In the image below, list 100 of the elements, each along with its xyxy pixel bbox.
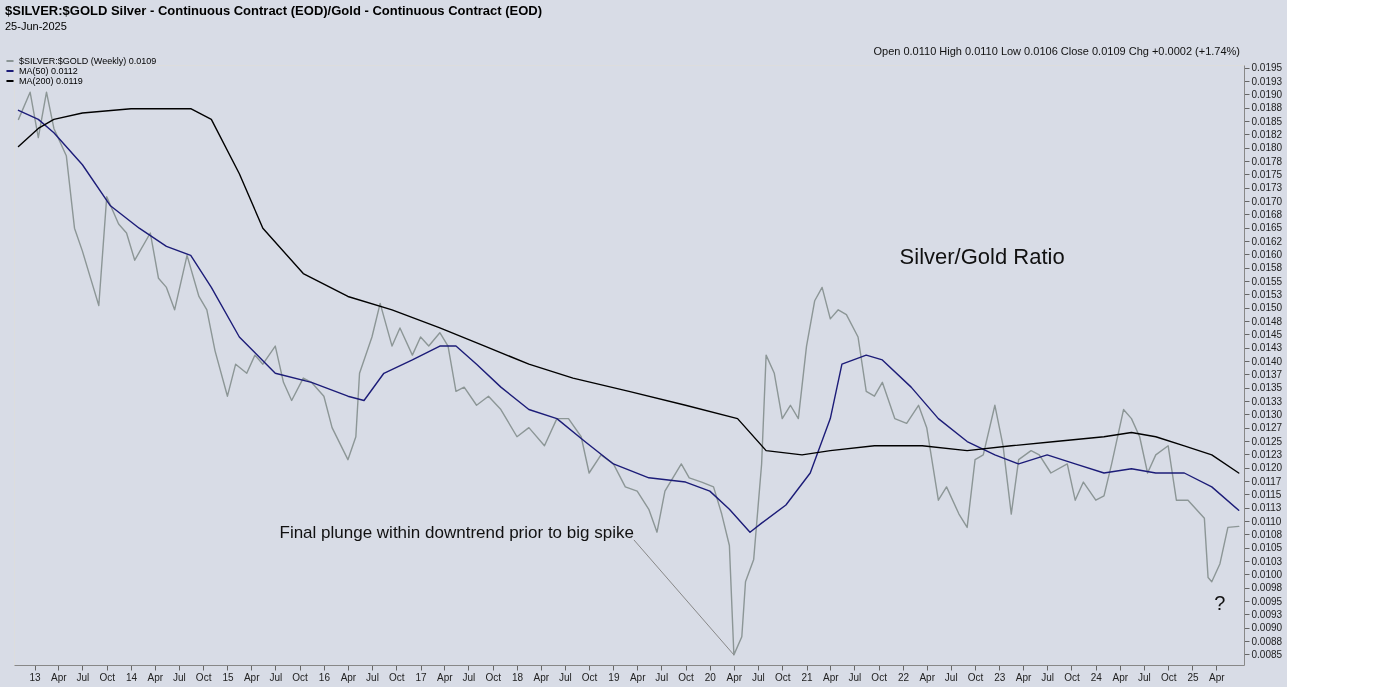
y-tick-label: 0.0125 <box>1251 435 1283 447</box>
y-tick-label: 0.0195 <box>1251 62 1283 74</box>
legend-label: MA(200) 0.0119 <box>19 76 83 86</box>
y-tick-label: 0.0188 <box>1251 102 1283 114</box>
annotation: ? <box>1214 591 1226 614</box>
x-tick-label: Oct <box>1160 671 1177 683</box>
x-tick-label: 19 <box>608 671 620 683</box>
x-tick-label: Jul <box>366 671 379 683</box>
text: Open 0.0110 High 0.0110 Low 0.0106 Close 0.0109 Chg +0.0002 (+1.74%) <box>873 45 1240 57</box>
y-tick-label: 0.0098 <box>1251 582 1283 594</box>
x-tick-label: 22 <box>897 671 910 683</box>
y-tick-label: 0.0137 <box>1251 368 1283 380</box>
x-tick-label: Oct <box>195 671 212 683</box>
x-tick-label: Apr <box>243 671 261 683</box>
y-tick-label: 0.0103 <box>1251 555 1283 567</box>
chart-title: $SILVER:$GOLD Silver - Continuous Contract (EOD)/Gold - Continuous Contract (EOD) <box>5 3 543 18</box>
y-tick-label: 0.0145 <box>1251 328 1283 340</box>
x-tick-label: 25 <box>1187 671 1199 683</box>
y-tick-label: 0.0168 <box>1251 208 1283 220</box>
x-tick-label: Jul <box>944 671 958 683</box>
line-series <box>17 91 1240 656</box>
y-tick-label: 0.0170 <box>1251 195 1283 207</box>
x-tick-label: Apr <box>437 671 454 683</box>
x-tick-label: Apr <box>147 671 164 683</box>
x-tick-label: Jul <box>76 671 90 683</box>
x-tick-label: Apr <box>1208 671 1226 683</box>
y-tick-label: 0.0113 <box>1251 502 1282 514</box>
x-tick-label: Jul <box>1041 671 1055 683</box>
legend-label: MA(50) 0.0112 <box>19 66 78 76</box>
x-tick-label: Jul <box>462 671 476 683</box>
y-tick-label: 0.0123 <box>1251 448 1283 460</box>
y-tick-label: 0.0173 <box>1251 182 1283 194</box>
y-tick-label: 0.0175 <box>1251 168 1283 180</box>
y-tick-label: 0.0093 <box>1251 608 1283 620</box>
x-tick-label: Oct <box>774 671 791 683</box>
y-tick-label: 0.0085 <box>1251 648 1283 660</box>
y-tick-label: 0.0143 <box>1251 342 1283 354</box>
x-tick-label: Apr <box>533 671 550 683</box>
y-tick-label: 0.0120 <box>1251 462 1283 474</box>
x-tick-label: Oct <box>967 671 984 683</box>
y-tick-label: 0.0088 <box>1251 635 1283 647</box>
y-tick-label: 0.0105 <box>1251 542 1283 554</box>
x-tick-label: 18 <box>511 671 524 683</box>
y-tick-label: 0.0095 <box>1251 595 1283 607</box>
x-tick-label: 16 <box>318 671 331 683</box>
y-tick-label: 0.0153 <box>1251 288 1283 300</box>
y-tick-label: 0.0133 <box>1251 395 1283 407</box>
y-tick-label: 0.0190 <box>1251 88 1283 100</box>
x-tick-label: Apr <box>726 671 743 683</box>
y-tick-label: 0.0185 <box>1251 115 1283 127</box>
x-tick-label: Oct <box>581 671 598 683</box>
x-tick-label: Jul <box>558 671 572 683</box>
x-tick-label: Apr <box>51 671 68 683</box>
y-tick-label: 0.0155 <box>1251 275 1283 287</box>
y-tick-label: 0.0117 <box>1251 475 1282 487</box>
y-tick-label: 0.0140 <box>1251 355 1283 367</box>
x-tick-label: Jul <box>1137 671 1151 683</box>
x-tick-label: Apr <box>340 671 357 683</box>
y-tick-label: 0.0158 <box>1251 262 1283 274</box>
x-tick-label: Jul <box>848 671 862 683</box>
y-tick-label: 0.0165 <box>1251 222 1283 234</box>
y-tick-label: 0.0182 <box>1251 128 1283 140</box>
y-tick-label: 0.0150 <box>1251 302 1283 314</box>
y-tick-label: 0.0148 <box>1251 315 1283 327</box>
y-tick-label: 0.0110 <box>1251 515 1282 527</box>
x-tick-label: Oct <box>871 671 888 683</box>
x-tick-label: Jul <box>752 671 765 683</box>
x-tick-label: Jul <box>172 671 186 683</box>
x-tick-label: 14 <box>125 671 138 683</box>
x-tick-label: 21 <box>801 671 814 683</box>
x-tick-label: 23 <box>994 671 1006 683</box>
x-tick-label: Apr <box>1112 671 1129 683</box>
x-tick-label: Oct <box>1064 671 1080 683</box>
x-tick-label: Apr <box>823 671 840 683</box>
x-tick-label: 17 <box>415 671 428 683</box>
y-tick-label: 0.0162 <box>1251 235 1283 247</box>
x-tick-label: Jul <box>269 671 283 683</box>
y-tick-label: 0.0108 <box>1251 528 1283 540</box>
y-tick-label: 0.0180 <box>1251 142 1283 154</box>
x-tick-label: Oct <box>485 671 502 683</box>
x-tick-label: Apr <box>1015 671 1033 683</box>
y-tick-label: 0.0090 <box>1251 622 1283 634</box>
y-tick-label: 0.0127 <box>1251 422 1283 434</box>
x-tick-label: Apr <box>629 671 647 683</box>
y-tick-label: 0.0115 <box>1251 488 1282 500</box>
y-tick-label: 0.0100 <box>1251 568 1283 580</box>
x-tick-label: Apr <box>919 671 936 683</box>
chart-subtitle: 25-Jun-2025 <box>5 20 67 32</box>
legend-label: $SILVER:$GOLD (Weekly) 0.0109 <box>19 56 157 66</box>
annotation: Silver/Gold Ratio <box>899 244 1065 269</box>
x-tick-label: Oct <box>292 671 309 683</box>
annotation: Final plunge within downtrend prior to big spike <box>279 522 634 542</box>
x-tick-label: 13 <box>29 671 42 683</box>
x-tick-label: 24 <box>1090 671 1103 683</box>
x-tick-label: 15 <box>222 671 234 683</box>
y-tick-label: 0.0193 <box>1251 75 1283 87</box>
x-tick-label: Oct <box>678 671 695 683</box>
y-tick-label: 0.0160 <box>1251 248 1283 260</box>
x-tick-label: Oct <box>388 671 405 683</box>
x-tick-label: Jul <box>655 671 669 683</box>
